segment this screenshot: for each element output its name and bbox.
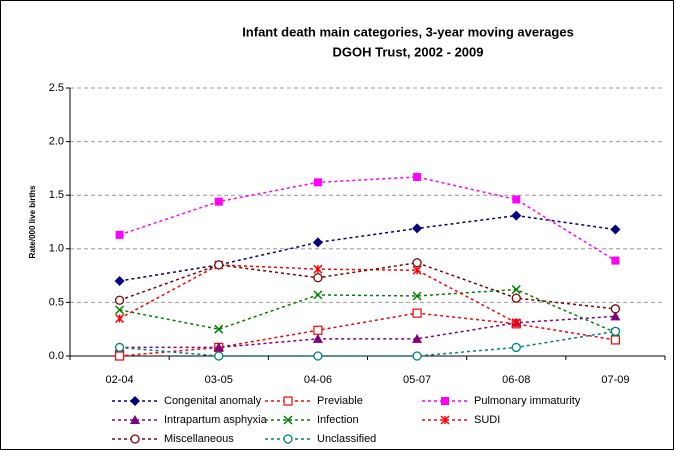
data-point: [313, 325, 323, 335]
x-tick-label: 06-08: [502, 374, 530, 386]
legend-marker: [283, 434, 293, 444]
data-point: [115, 313, 125, 324]
data-point: [412, 258, 422, 268]
data-point: [610, 335, 621, 345]
x-tick-label: 02-04: [106, 374, 134, 386]
chart-title: Infant death main categories, 3-year mov…: [242, 24, 574, 39]
y-axis-label: Rate/000 live births: [28, 185, 37, 258]
legend-marker: [283, 396, 293, 406]
data-point: [610, 224, 621, 235]
data-point: [610, 326, 621, 336]
series-line: [119, 176, 616, 262]
data-point: [412, 265, 422, 275]
data-point: [610, 304, 621, 314]
data-point: [511, 210, 522, 221]
y-tick-label: 0.0: [49, 350, 64, 362]
data-point: [214, 351, 224, 361]
data-point: [412, 351, 422, 361]
data-point: [413, 172, 422, 181]
data-point: [511, 342, 521, 353]
legend-marker: [441, 397, 449, 405]
series-line: [119, 330, 616, 357]
legend-label: Intrapartum asphyxia: [164, 414, 268, 426]
data-point: [313, 178, 322, 187]
data-point: [512, 195, 521, 204]
y-tick-label: 0.5: [49, 296, 64, 308]
data-point: [511, 285, 521, 295]
data-point: [114, 342, 125, 353]
y-tick-label: 1.0: [49, 243, 64, 255]
legend-label: Pulmonary immaturity: [474, 395, 581, 407]
legend-marker: [440, 415, 450, 425]
series-line: [119, 315, 616, 349]
legend-marker: [130, 415, 140, 424]
data-point: [313, 351, 323, 361]
data-point: [611, 256, 620, 265]
data-point: [312, 333, 323, 343]
data-point: [214, 197, 223, 206]
data-point: [412, 308, 422, 318]
series-line: [119, 288, 616, 334]
data-point: [114, 351, 125, 361]
data-point: [412, 333, 423, 343]
data-point: [114, 295, 125, 305]
legend-label: Unclassified: [317, 433, 376, 445]
data-point: [313, 264, 323, 274]
data-point: [214, 324, 224, 334]
data-point: [610, 311, 621, 321]
y-tick-label: 1.5: [49, 189, 64, 201]
x-tick-label: 03-05: [205, 374, 233, 386]
series-line: [119, 214, 616, 282]
data-point: [511, 293, 521, 303]
data-point: [511, 318, 521, 328]
data-point: [213, 342, 224, 352]
x-tick-label: 07-09: [601, 374, 629, 386]
legend-label: Previable: [317, 395, 363, 407]
data-point: [412, 291, 422, 301]
data-point: [313, 290, 323, 300]
data-point: [114, 275, 125, 286]
legend-label: SUDI: [474, 414, 500, 426]
data-point: [412, 223, 423, 234]
data-point: [115, 230, 124, 239]
data-point: [115, 305, 125, 315]
data-point: [214, 260, 224, 270]
legend-marker: [130, 396, 140, 406]
y-tick-label: 2.5: [49, 82, 64, 94]
legend-label: Miscellaneous: [164, 433, 234, 445]
y-tick-label: 2.0: [49, 136, 64, 148]
x-tick-label: 05-07: [403, 374, 431, 386]
legend-label: Congenital anomaly: [164, 395, 262, 407]
legend-marker: [283, 415, 293, 425]
data-point: [313, 273, 323, 283]
x-tick-label: 04-06: [304, 374, 332, 386]
data-point: [312, 237, 323, 248]
legend-label: Infection: [317, 414, 359, 426]
chart-subtitle: DGOH Trust, 2002 - 2009: [332, 44, 483, 59]
legend-marker: [130, 434, 140, 444]
series-line: [119, 261, 616, 310]
